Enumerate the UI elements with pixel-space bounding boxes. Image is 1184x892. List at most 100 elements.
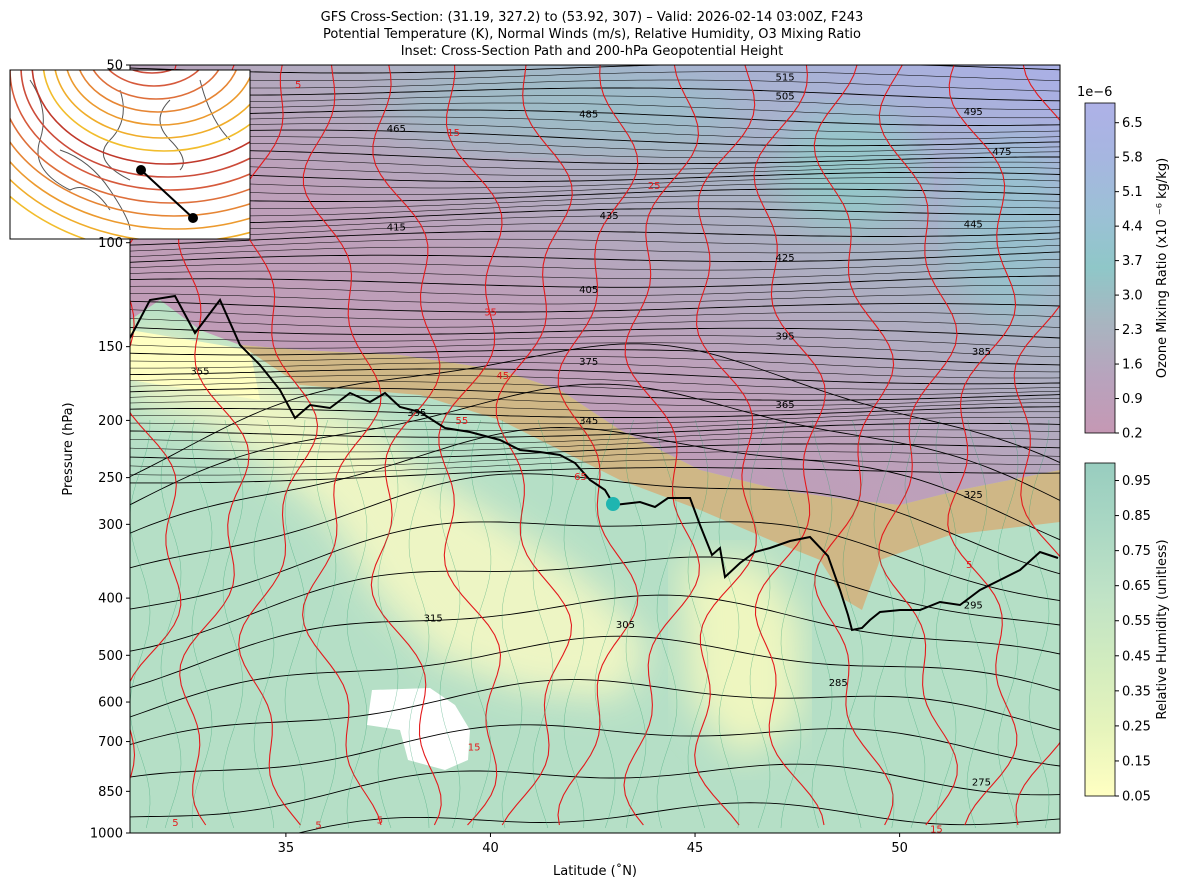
wind-contour — [694, 65, 757, 826]
y-tick-label: 200 — [98, 414, 123, 429]
isentrope — [130, 149, 1060, 165]
colorbar-tick-label: 6.5 — [1122, 116, 1143, 131]
height-contour — [108, 70, 200, 87]
isentrope — [130, 387, 1060, 401]
isentrope — [130, 230, 1060, 246]
isentrope — [130, 95, 1060, 110]
rh-contour — [222, 419, 244, 829]
rh-contour — [749, 419, 771, 829]
colorbar-tick-label: 0.25 — [1122, 719, 1151, 734]
theta-label: 515 — [776, 73, 795, 84]
isentrope — [130, 326, 1060, 339]
inset-map — [10, 70, 250, 239]
x-axis-label: Latitude (˚N) — [553, 863, 637, 879]
height-contour — [20, 70, 250, 178]
isentrope — [130, 349, 1060, 366]
rh-contour — [966, 419, 988, 829]
isentrope — [130, 136, 1060, 153]
x-tick-label: 35 — [278, 841, 295, 856]
theta-label: 315 — [424, 613, 443, 624]
x-tick-label: 45 — [687, 841, 704, 856]
wind-label: 15 — [447, 128, 460, 139]
theta-label: 385 — [972, 347, 991, 358]
theta-label: 295 — [964, 601, 983, 612]
title-line: Potential Temperature (K), Normal Winds … — [323, 27, 861, 42]
theta-label: 405 — [579, 285, 598, 296]
theta-label: 415 — [387, 222, 406, 233]
rh-contour — [904, 419, 926, 829]
rh-contour — [346, 419, 368, 829]
height-contour — [31, 70, 250, 165]
height-contour — [10, 116, 250, 204]
colorbar-tick-label: 0.9 — [1122, 392, 1143, 407]
plot-fills — [130, 65, 1060, 833]
isentrope — [130, 374, 1060, 390]
isentrope — [130, 451, 1060, 468]
rh-contour — [191, 419, 213, 829]
y-tick-label: 250 — [98, 471, 123, 486]
isentrope — [130, 65, 1060, 74]
rh-contour — [687, 419, 709, 829]
height-contour — [10, 160, 250, 230]
theta-label: 425 — [776, 253, 795, 264]
rh-contour — [842, 419, 864, 829]
rh-contour — [1028, 420, 1050, 829]
y-tick-label: 100 — [98, 236, 123, 251]
colorbar — [1084, 102, 1116, 434]
rh-contour — [501, 419, 523, 829]
overlap-band — [240, 345, 1060, 610]
theta-label: 285 — [829, 678, 848, 689]
rh-contour — [656, 419, 678, 829]
isentrope — [130, 635, 1060, 718]
theta-label: 475 — [992, 147, 1011, 158]
height-contour — [10, 70, 250, 191]
wind-label: 35 — [484, 307, 497, 318]
rh-contour — [160, 419, 182, 829]
inset-frame — [9, 69, 251, 240]
wind-label: 5 — [295, 80, 301, 91]
theta-label: 345 — [579, 416, 598, 427]
wind-contour — [438, 65, 503, 826]
isentrope — [130, 266, 1060, 279]
height-contour — [54, 70, 250, 139]
rh-contour — [811, 419, 833, 829]
isentrope — [130, 71, 1060, 81]
rh-contour — [439, 419, 461, 829]
rh-contour — [377, 419, 399, 829]
height-contour — [130, 70, 174, 74]
isentrope — [130, 79, 1060, 92]
colorbar-label: Relative Humidity (unitless) — [1155, 539, 1170, 719]
isentrope — [130, 123, 1060, 140]
wind-contour — [947, 65, 1018, 826]
rh-contour — [873, 419, 895, 829]
height-contour — [92, 70, 220, 100]
y-tick-label: 400 — [98, 592, 123, 607]
rh-contour — [563, 419, 585, 829]
y-tick-label: 150 — [98, 340, 123, 355]
isentrope — [130, 163, 1060, 176]
theta-label: 375 — [579, 357, 598, 368]
y-tick-label: 600 — [98, 696, 123, 711]
isentrope — [130, 87, 1060, 102]
theta-label: 275 — [972, 778, 991, 789]
wind-label: 15 — [468, 742, 481, 753]
colorbar-tick-label: 0.75 — [1122, 544, 1151, 559]
inset — [9, 69, 251, 240]
isentrope — [130, 381, 1060, 396]
theta-label: 355 — [190, 367, 209, 378]
isentrope — [296, 802, 1060, 833]
x-tick-label: 40 — [482, 841, 499, 856]
isentrope — [130, 521, 1060, 610]
isentrope — [130, 102, 1060, 119]
theta-label: 365 — [776, 400, 795, 411]
isentrope — [130, 335, 1060, 349]
isentrope — [130, 129, 1060, 147]
path-line — [140, 169, 194, 219]
isentrope — [130, 724, 1060, 778]
wind-contour — [813, 65, 895, 826]
isentrope — [130, 436, 1060, 453]
wind-label: 45 — [496, 371, 509, 382]
y-tick-label: 700 — [98, 735, 123, 750]
isentrope — [130, 258, 1060, 271]
